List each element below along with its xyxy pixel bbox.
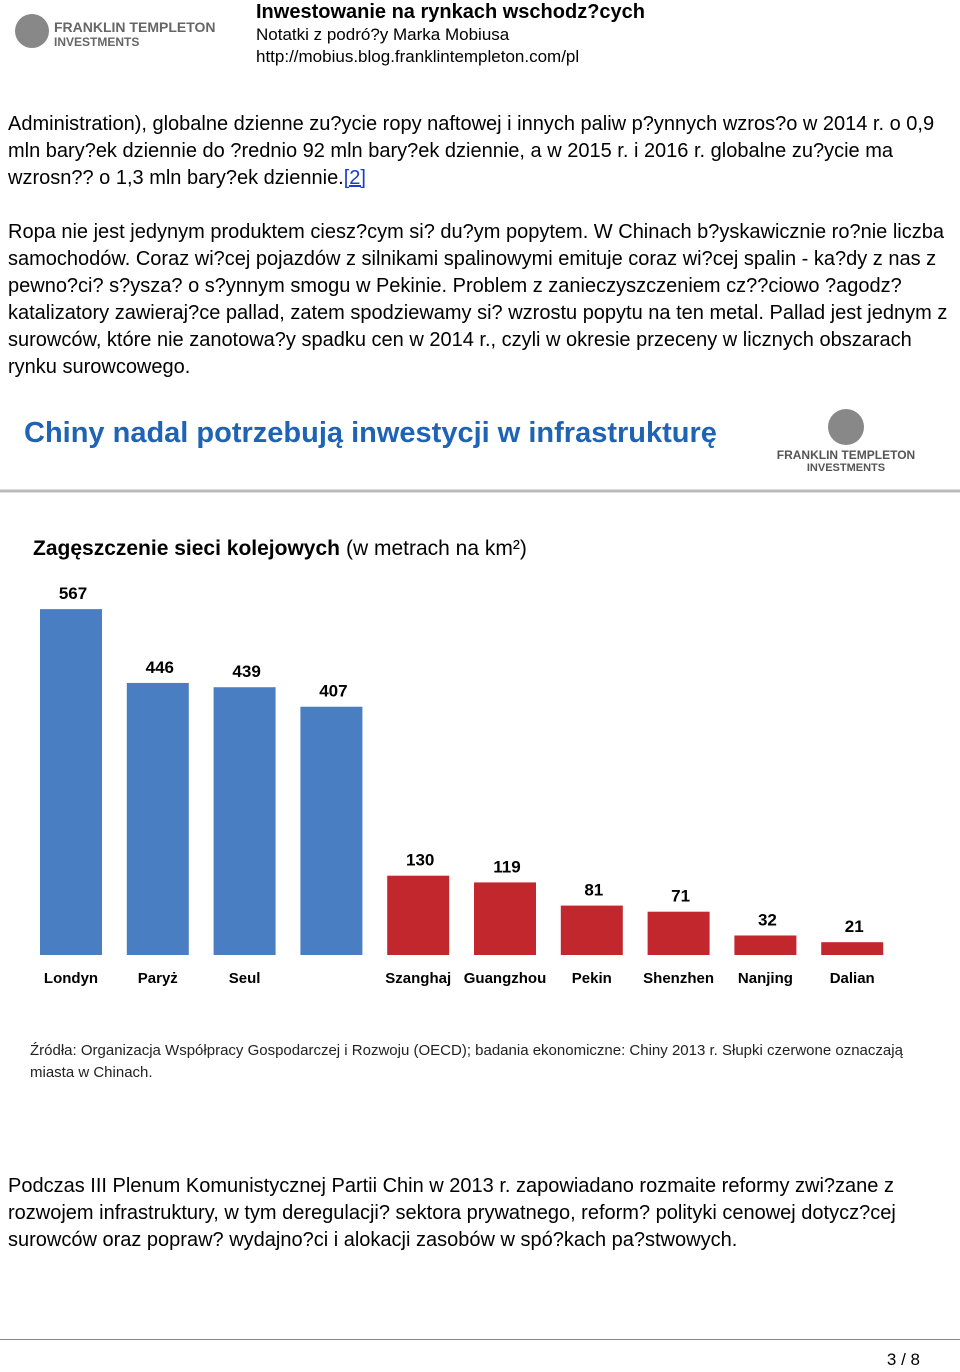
data-label: 21 <box>845 917 864 936</box>
bar <box>40 609 102 955</box>
bar <box>560 905 623 955</box>
logo-icon <box>828 409 864 445</box>
page-number: 3 / 8 <box>886 1350 920 1369</box>
chart-subtitle-unit: (w metrach na km²) <box>346 537 527 560</box>
bar <box>647 911 710 955</box>
chart-subtitle: Zagęszczenie sieci kolejowych (w metrach … <box>33 537 527 560</box>
header-url: http://mobius.blog.franklintempleton.com… <box>256 47 580 66</box>
logo-text: INVESTMENTS <box>54 35 139 49</box>
paragraph: Administration), globalne dzienne zu?yci… <box>8 111 956 192</box>
bar <box>300 706 363 955</box>
paragraph: Ropa nie jest jedynym produktem ciesz?cy… <box>8 221 948 378</box>
source: Źródła: Organizacja Współpracy Gospodarc… <box>30 1042 903 1081</box>
x-tick-label: Shenzhen <box>643 970 714 987</box>
source-box: Źródła: Organizacja Współpracy Gospodarc… <box>30 1042 903 1081</box>
figure: Chiny nadal potrzebują inwestycji w infr… <box>0 409 960 1081</box>
data-label: 81 <box>584 881 603 900</box>
bar <box>213 687 276 955</box>
chart-subtitle-main: Zagęszczenie sieci kolejowych <box>33 537 340 560</box>
data-label: 130 <box>406 851 434 870</box>
data-label: 407 <box>319 682 347 701</box>
data-label: 567 <box>59 584 87 603</box>
logo-text: INVESTMENTS <box>807 462 885 474</box>
bar <box>387 875 450 955</box>
chart-title: Chiny nadal potrzebują inwestycji w infr… <box>24 417 717 449</box>
data-label: 439 <box>232 662 260 681</box>
logo-text: FRANKLIN TEMPLETON <box>777 448 915 462</box>
x-tick-label: Seul <box>229 970 261 987</box>
data-label: 119 <box>493 857 520 876</box>
x-tick-label: Szanghaj <box>385 970 451 987</box>
bar <box>821 942 884 955</box>
bar <box>126 682 189 955</box>
header-subtitle: Notatki z podró?y Marka Mobiusa <box>256 25 510 44</box>
bar <box>734 935 797 955</box>
paragraph-text: Administration), globalne dzienne zu?yci… <box>8 113 935 189</box>
header-logo: FRANKLIN TEMPLETON INVESTMENTS <box>15 14 216 49</box>
x-tick-label: Pekin <box>572 970 612 987</box>
header-title: Inwestowanie na rynkach wschodz?cych <box>256 1 646 23</box>
bar <box>474 882 536 955</box>
paragraph: Podczas III Plenum Komunistycznej Partii… <box>8 1175 896 1251</box>
data-label: 32 <box>758 910 777 929</box>
x-tick-label: Dalian <box>830 970 875 987</box>
x-tick-label: Guangzhou <box>464 970 547 987</box>
x-tick-label: Paryż <box>138 970 178 987</box>
logo-icon <box>15 14 49 48</box>
footer-line <box>0 1339 960 1340</box>
logo-text: FRANKLIN TEMPLETON <box>54 19 216 35</box>
x-tick-label: Londyn <box>44 970 98 987</box>
footnote-link[interactable]: [2] <box>343 167 366 189</box>
x-tick-label: Nanjing <box>738 970 793 987</box>
data-label: 71 <box>671 887 690 906</box>
data-label: 446 <box>146 658 174 677</box>
